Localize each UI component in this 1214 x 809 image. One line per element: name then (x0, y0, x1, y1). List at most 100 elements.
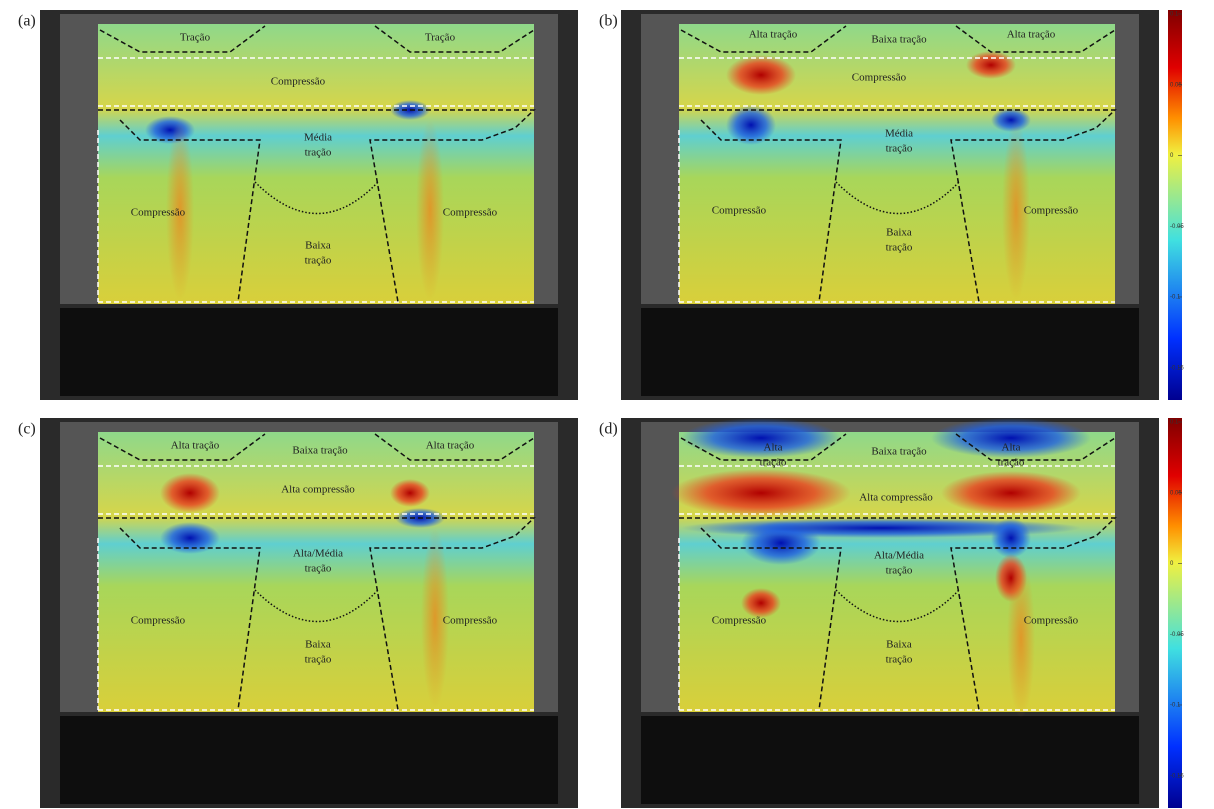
arch-line (254, 589, 379, 623)
strain-blob (421, 528, 449, 708)
zone-annotation: Alta (1002, 442, 1021, 454)
zone-line (99, 25, 535, 53)
zone-annotation: tração (886, 565, 913, 577)
zone-annotation: Compressão (1024, 205, 1079, 217)
panel-label: (d) (599, 421, 618, 438)
zone-line (679, 109, 1117, 303)
colorbar (1168, 418, 1182, 808)
zone-annotation: Compressão (712, 615, 767, 627)
zone-line (678, 465, 1115, 711)
panel: (a) Tração Tração Compressão Média tração Comp… (18, 10, 578, 400)
strain-blob (941, 471, 1081, 515)
zone-annotation: Baixa (305, 240, 331, 252)
strain-blob (991, 518, 1031, 558)
zone-annotation: tração (305, 147, 332, 159)
zone-annotation: tração (998, 457, 1025, 469)
strain-blob (671, 469, 851, 517)
strain-blob (1007, 558, 1035, 718)
strain-blob (681, 518, 1081, 538)
zone-annotation: Alta tração (749, 29, 798, 41)
zone-annotation: tração (305, 255, 332, 267)
zone-annotation: Média (304, 132, 332, 144)
zone-annotation: Alta/Média (293, 548, 343, 560)
zone-annotation: tração (305, 654, 332, 666)
zone-annotation: Baixa (305, 639, 331, 651)
colorbar-tick-label: 0.05 (1170, 490, 1182, 496)
panel-label: (c) (18, 421, 36, 438)
zone-annotation: Alta/Média (874, 550, 924, 562)
strain-blob (726, 105, 776, 145)
zone-annotation: Média (885, 128, 913, 140)
zone-line (98, 109, 536, 303)
arch-line (835, 589, 960, 623)
zone-annotation: Alta tração (426, 440, 475, 452)
specimen-base (641, 716, 1139, 804)
zone-annotation: tração (886, 143, 913, 155)
colorbar-tick-label: 0.05 (1170, 82, 1182, 88)
zone-annotation: tração (886, 242, 913, 254)
zone-annotation: Baixa tração (871, 34, 927, 46)
zone-annotation: Compressão (712, 205, 767, 217)
strain-blob (166, 120, 194, 300)
colorbar-tick-label: -0.15 (1170, 773, 1184, 779)
colorbar-tick-label: 0.1 (1170, 420, 1179, 426)
zone-annotation: Compressão (443, 615, 498, 627)
zone-annotation: Alta compressão (859, 492, 933, 504)
zone-annotation: Compressão (443, 207, 498, 219)
zone-annotation: Baixa tração (292, 445, 348, 457)
zone-line (98, 517, 536, 711)
zone-annotation: Compressão (1024, 615, 1079, 627)
strain-blob (966, 51, 1016, 79)
specimen-base (60, 716, 558, 804)
zone-annotation: Compressão (271, 76, 326, 88)
zone-annotation: Alta tração (1007, 29, 1056, 41)
zone-annotation: Alta (764, 442, 783, 454)
colorbar-tick-label: 0 (1170, 561, 1174, 567)
colorbar-tick-label: -0.05 (1170, 632, 1184, 638)
strain-blob (416, 120, 444, 300)
specimen-base (60, 308, 558, 396)
colorbar-tick-label: -0.15 (1170, 365, 1184, 371)
strain-blob (160, 473, 220, 513)
strain-blob (741, 588, 781, 618)
strain-blob (681, 418, 841, 458)
strain-blob (160, 522, 220, 554)
zone-annotation: Baixa (886, 227, 912, 239)
panel: (b) Alta tração Baixa tração Alta tração Com… (599, 10, 1159, 400)
zone-annotation: Compressão (131, 615, 186, 627)
strain-blob (931, 418, 1091, 458)
zone-annotation: tração (760, 457, 787, 469)
colorbar-tick-label: 0 (1170, 153, 1174, 159)
strain-blob (726, 55, 796, 95)
zone-line (680, 433, 1116, 461)
zone-line (97, 57, 534, 303)
specimen-base (641, 308, 1139, 396)
colorbar-tick-label: -0.1 (1170, 703, 1181, 709)
colorbar-tick-label: 0.1 (1170, 12, 1179, 18)
zone-annotation: Alta compressão (281, 484, 355, 496)
colorbar (1168, 10, 1182, 400)
arch-line (835, 181, 960, 215)
zone-annotation: Baixa (886, 639, 912, 651)
zone-annotation: Tração (425, 32, 456, 44)
panel: (d) Alta tração Baixa tração Alta tração Alta … (599, 418, 1159, 808)
zone-line (97, 465, 534, 711)
zone-annotation: Alta tração (171, 440, 220, 452)
zone-annotation: tração (886, 654, 913, 666)
zone-line (679, 517, 1117, 711)
zone-annotation: Tração (180, 32, 211, 44)
zone-annotation: Baixa tração (871, 446, 927, 458)
colorbar-tick-label: -0.05 (1170, 224, 1184, 230)
strain-blob (1002, 120, 1030, 300)
zone-line (99, 433, 535, 461)
zone-annotation: Compressão (852, 72, 907, 84)
zone-annotation: tração (305, 563, 332, 575)
panel-label: (a) (18, 13, 36, 30)
panel: (c) Alta tração Baixa tração Alta tração Alt… (18, 418, 578, 808)
zone-line (680, 25, 1116, 53)
arch-line (254, 181, 379, 215)
zone-line (678, 57, 1115, 303)
colorbar-tick-label: -0.1 (1170, 295, 1181, 301)
panel-label: (b) (599, 13, 618, 30)
